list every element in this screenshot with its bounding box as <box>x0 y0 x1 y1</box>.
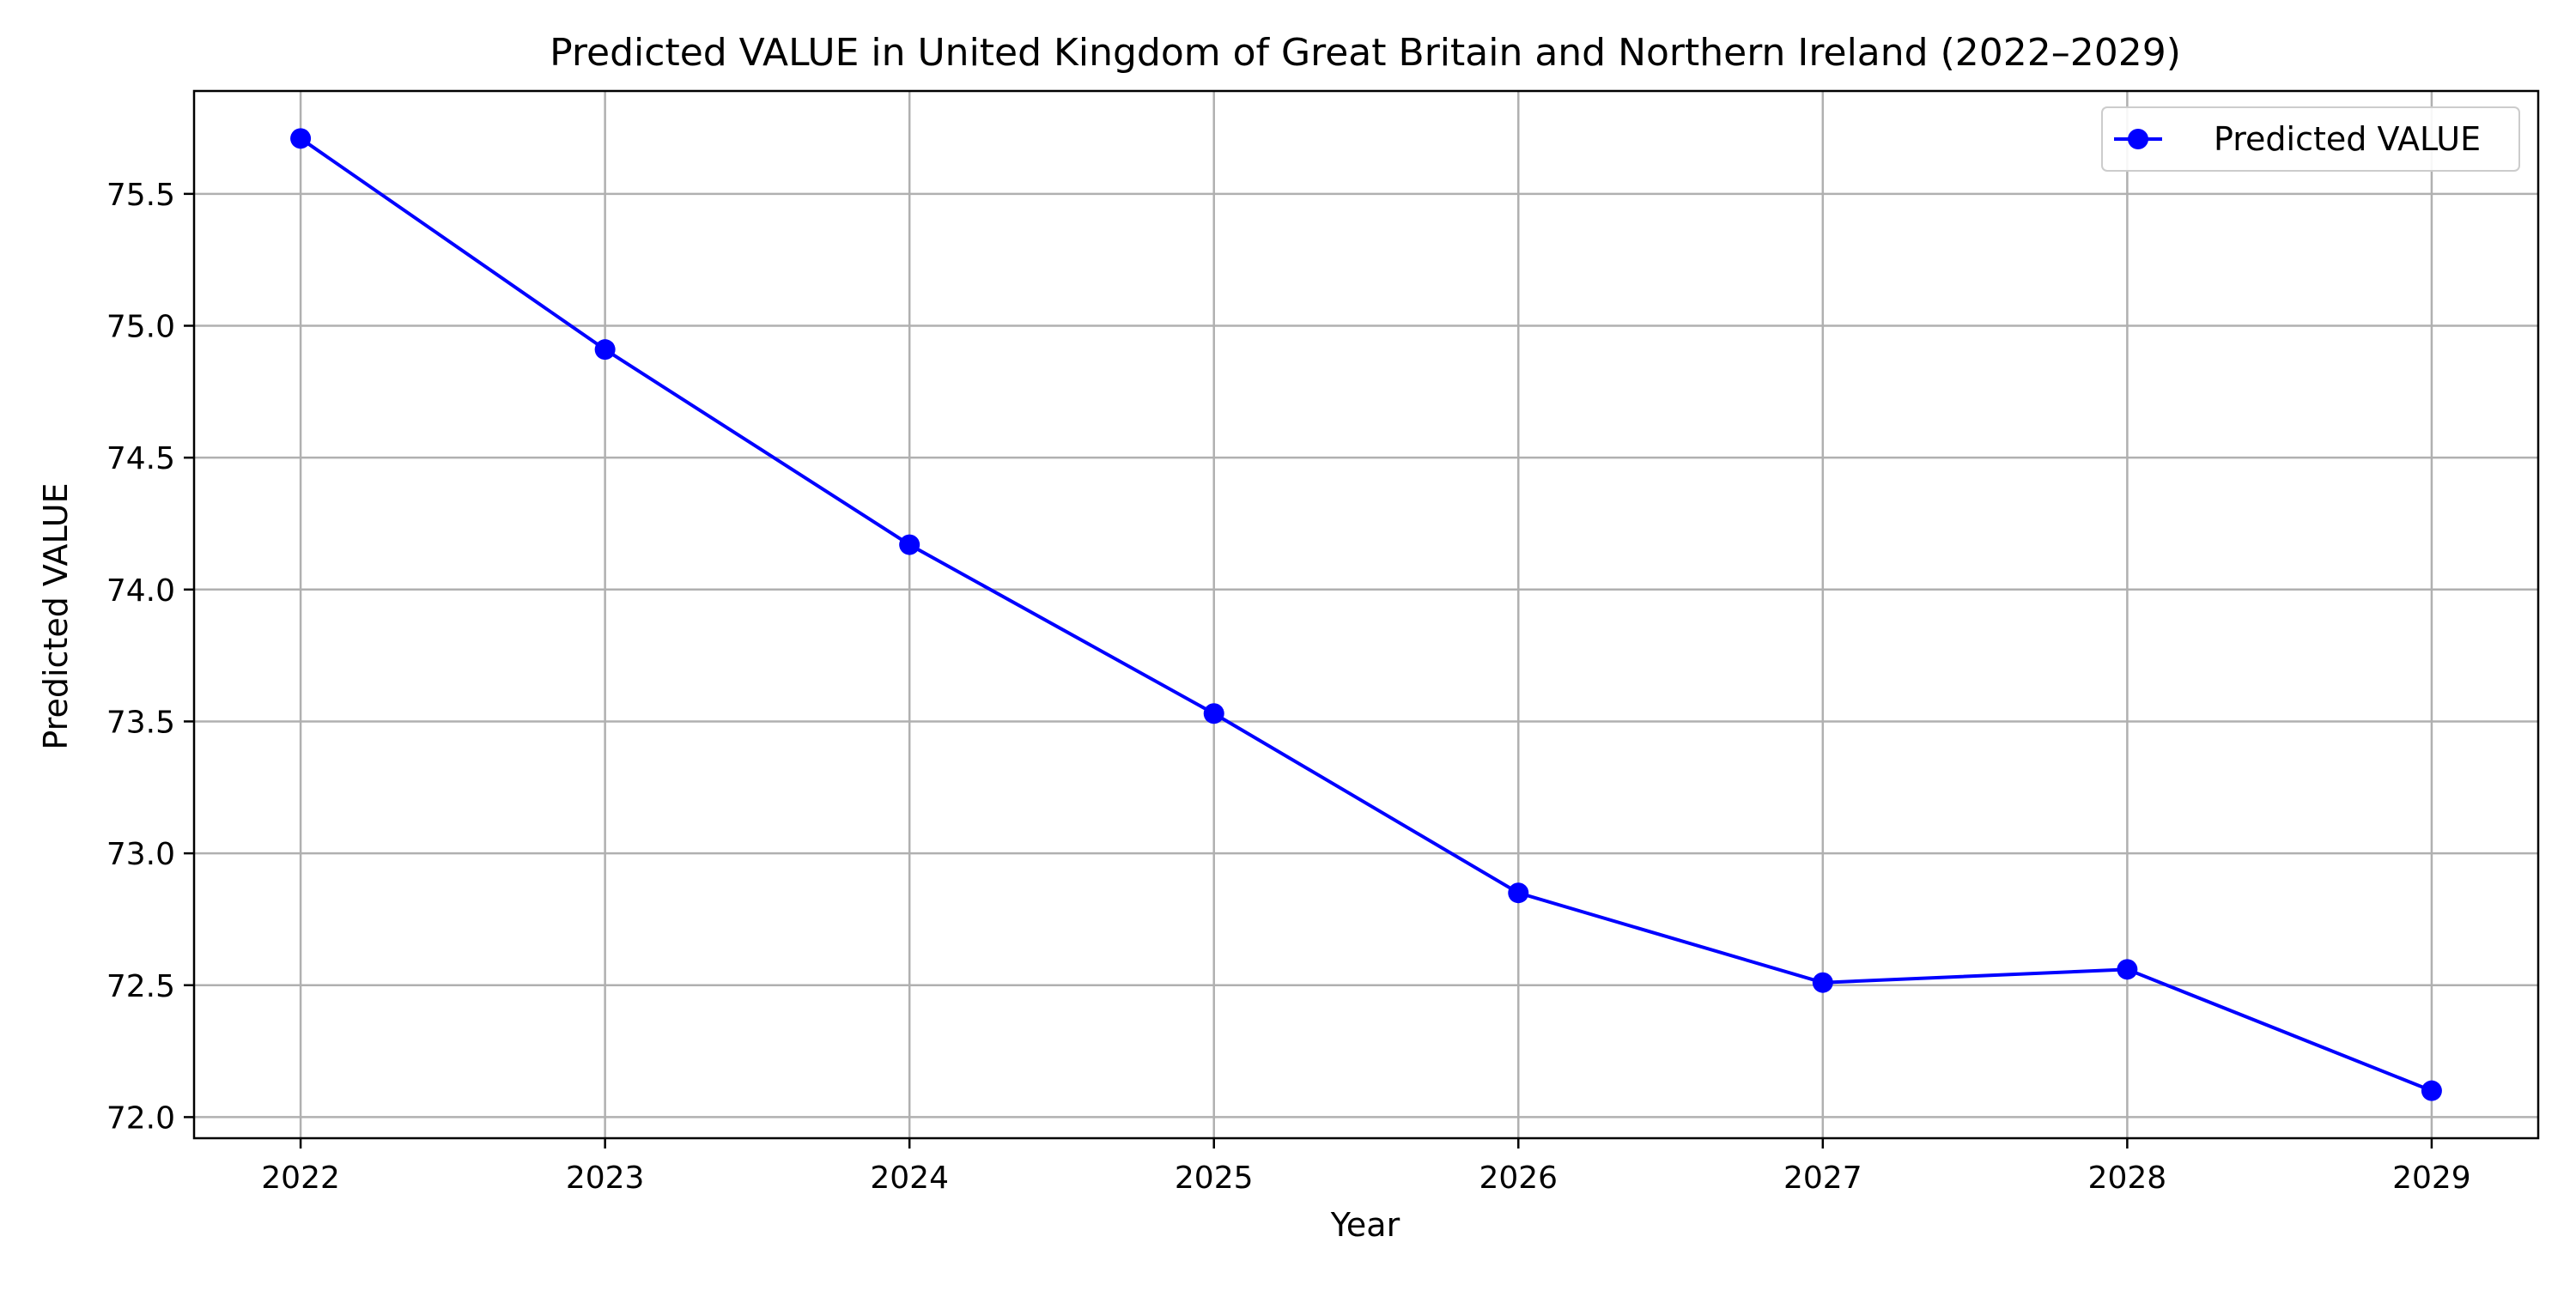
series-layer <box>290 128 2442 1101</box>
legend: Predicted VALUE <box>2101 106 2520 172</box>
x-tick-label: 2025 <box>1175 1161 1254 1196</box>
data-point <box>1812 972 1833 993</box>
y-axis-label: Predicted VALUE <box>37 482 75 749</box>
x-tick-label: 2022 <box>261 1161 340 1196</box>
data-point <box>594 339 616 361</box>
y-tick-label: 74.5 <box>106 441 175 476</box>
data-point <box>1508 882 1529 904</box>
y-tick-label: 74.0 <box>106 573 175 609</box>
y-tick-label: 73.5 <box>106 705 175 740</box>
y-tick-label: 72.0 <box>106 1100 175 1136</box>
series-line <box>299 136 2433 1093</box>
data-point <box>2421 1080 2442 1101</box>
data-point <box>290 128 312 149</box>
tick-layer: 2022 2023 2024 2025 2026 2027 2028 2029 72.0 72.5… <box>106 178 2471 1196</box>
chart-title: Predicted VALUE in United Kingdom of Gre… <box>550 31 2181 75</box>
legend-marker-sample <box>2128 129 2148 149</box>
y-tick-label: 75.5 <box>106 178 175 213</box>
legend-box <box>2101 106 2520 172</box>
y-tick-label: 75.0 <box>106 310 175 345</box>
x-axis-label: Year <box>1330 1206 1400 1244</box>
x-tick-label: 2024 <box>870 1161 949 1196</box>
plot-area-frame <box>192 89 2540 1140</box>
data-point <box>899 534 920 555</box>
x-tick-label: 2029 <box>2392 1161 2471 1196</box>
y-tick-label: 73.0 <box>106 837 175 872</box>
data-point <box>2117 959 2138 980</box>
y-tick-label: 72.5 <box>106 969 175 1004</box>
grid-layer <box>194 91 2538 1138</box>
x-tick-label: 2023 <box>566 1161 645 1196</box>
x-tick-label: 2028 <box>2088 1161 2167 1196</box>
legend-label-predicted-value: Predicted VALUE <box>2214 120 2481 158</box>
x-tick-label: 2026 <box>1479 1161 1558 1196</box>
x-tick-label: 2027 <box>1783 1161 1862 1196</box>
data-point <box>1203 703 1224 724</box>
